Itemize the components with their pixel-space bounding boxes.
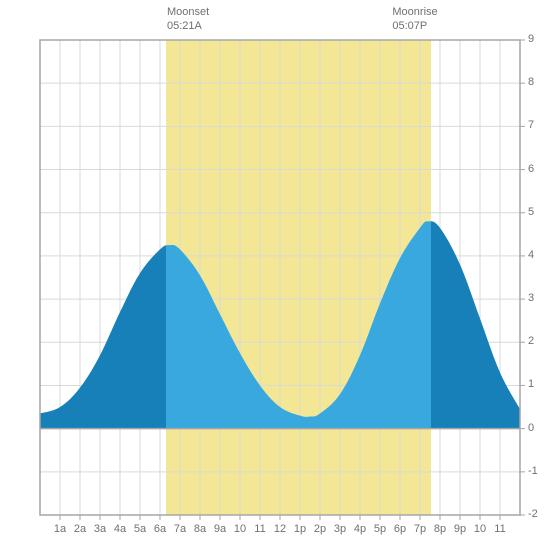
chart-svg bbox=[0, 0, 550, 550]
y-tick-label: 2 bbox=[528, 335, 534, 347]
x-tick-label: 3p bbox=[334, 523, 346, 535]
y-tick-label: 3 bbox=[528, 292, 534, 304]
x-tick-label: 11 bbox=[254, 523, 265, 535]
x-tick-label: 11 bbox=[494, 523, 505, 535]
moonset-time: 05:21A bbox=[167, 20, 209, 34]
y-tick-label: 6 bbox=[528, 163, 534, 175]
y-tick-label: -2 bbox=[528, 508, 538, 520]
x-tick-label: 10 bbox=[474, 523, 486, 535]
y-tick-label: 1 bbox=[528, 378, 534, 390]
x-tick-label: 7a bbox=[174, 523, 186, 535]
x-tick-label: 4a bbox=[114, 523, 126, 535]
x-tick-label: 6a bbox=[154, 523, 166, 535]
x-tick-label: 2p bbox=[314, 523, 326, 535]
x-tick-label: 12 bbox=[274, 523, 286, 535]
moonrise-time: 05:07P bbox=[392, 20, 437, 34]
x-tick-label: 8p bbox=[434, 523, 446, 535]
x-tick-label: 6p bbox=[394, 523, 406, 535]
y-tick-label: 7 bbox=[528, 119, 534, 131]
y-tick-label: 0 bbox=[528, 422, 534, 434]
y-tick-label: 8 bbox=[528, 76, 534, 88]
x-tick-label: 9p bbox=[454, 523, 466, 535]
x-tick-label: 1p bbox=[294, 523, 306, 535]
moonset-annotation: Moonset 05:21A bbox=[167, 6, 209, 34]
tide-chart: Moonset 05:21A Moonrise 05:07P -2-101234… bbox=[0, 0, 550, 550]
x-tick-label: 5a bbox=[134, 523, 146, 535]
x-tick-label: 3a bbox=[94, 523, 106, 535]
x-tick-label: 8a bbox=[194, 523, 206, 535]
x-tick-label: 4p bbox=[354, 523, 366, 535]
x-tick-label: 5p bbox=[374, 523, 386, 535]
y-tick-label: 9 bbox=[528, 33, 534, 45]
y-tick-label: -1 bbox=[528, 465, 538, 477]
x-tick-label: 1a bbox=[54, 523, 66, 535]
y-tick-label: 5 bbox=[528, 206, 534, 218]
moonrise-label: Moonrise bbox=[392, 6, 437, 20]
x-tick-label: 9a bbox=[214, 523, 226, 535]
x-tick-label: 7p bbox=[414, 523, 426, 535]
x-tick-label: 2a bbox=[74, 523, 86, 535]
y-tick-label: 4 bbox=[528, 249, 534, 261]
x-tick-label: 10 bbox=[234, 523, 246, 535]
moonset-label: Moonset bbox=[167, 6, 209, 20]
moonrise-annotation: Moonrise 05:07P bbox=[392, 6, 437, 34]
